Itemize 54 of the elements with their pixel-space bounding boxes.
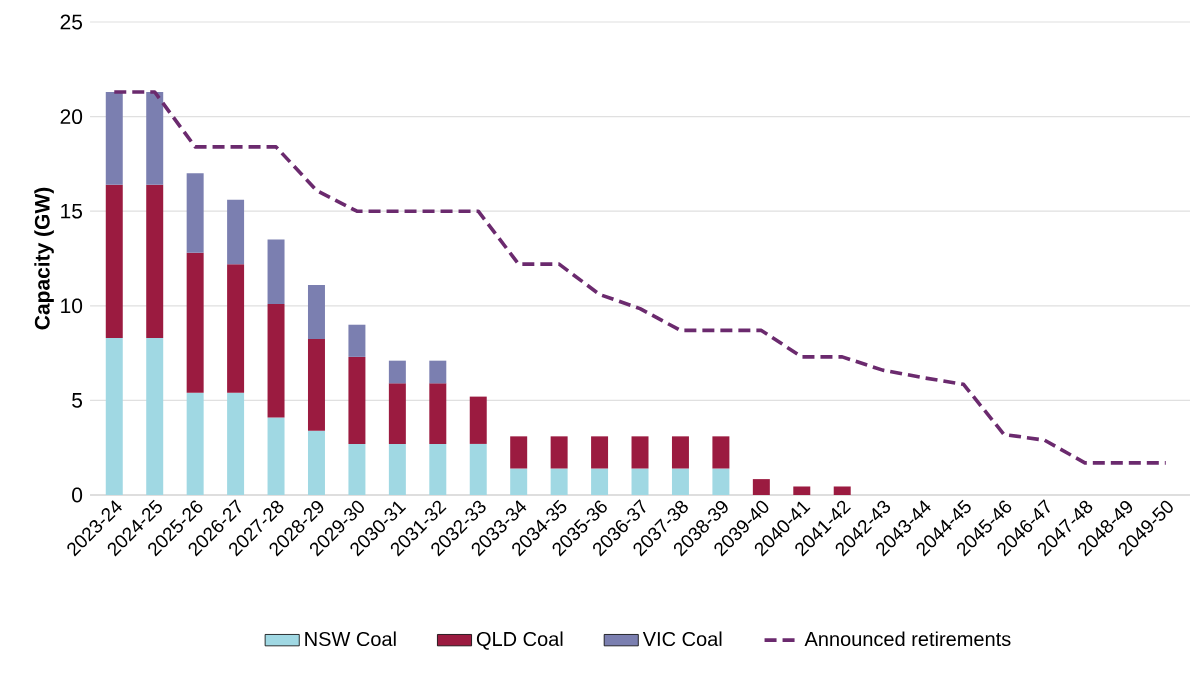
- bar: [429, 443, 447, 495]
- legend-label: Announced retirements: [804, 631, 1011, 647]
- bar: [227, 199, 245, 265]
- y-tick-label: 10: [61, 298, 83, 314]
- bar: [348, 356, 366, 444]
- bar: [833, 486, 851, 495]
- bar: [591, 436, 609, 469]
- bar: [550, 436, 568, 469]
- bar: [146, 184, 164, 338]
- bar: [307, 430, 325, 495]
- bar: [388, 383, 406, 444]
- bar: [267, 417, 285, 495]
- legend-label: NSW Coal: [305, 631, 396, 647]
- legend-label: VIC Coal: [642, 631, 722, 647]
- y-tick-label: 15: [61, 203, 83, 219]
- bar: [267, 303, 285, 418]
- bar: [550, 468, 568, 495]
- y-tick-label: 20: [60, 109, 83, 125]
- bar: [105, 184, 123, 338]
- bar: [307, 338, 325, 431]
- bar: [227, 392, 245, 495]
- bar: [348, 443, 366, 495]
- bar: [105, 92, 123, 185]
- bar: [429, 360, 447, 384]
- bar: [429, 383, 447, 444]
- y-tick-label: 25: [60, 14, 83, 30]
- bar: [227, 264, 245, 393]
- bar: [671, 436, 689, 469]
- bar: [631, 468, 649, 495]
- bar: [469, 443, 487, 495]
- legend-label: QLD Coal: [476, 631, 563, 650]
- bar: [631, 436, 649, 469]
- bar: [591, 468, 609, 495]
- y-tick-label: 5: [72, 393, 83, 408]
- bar: [146, 337, 164, 495]
- bar: [267, 239, 285, 304]
- bar: [186, 173, 204, 253]
- bar: [348, 324, 366, 357]
- bar: [671, 468, 689, 495]
- bar: [186, 252, 204, 393]
- bar: [712, 436, 730, 469]
- bar: [307, 284, 325, 339]
- bar: [712, 468, 730, 495]
- bar: [793, 486, 811, 495]
- bar: [186, 392, 204, 495]
- bar: [388, 443, 406, 495]
- y-axis-title: Capacity (GW): [34, 187, 54, 330]
- bar: [510, 436, 528, 469]
- bar: [469, 396, 487, 444]
- bar: [146, 92, 164, 185]
- bar: [510, 468, 528, 495]
- bar: [105, 337, 123, 495]
- bar: [752, 479, 770, 495]
- bar: [388, 360, 406, 384]
